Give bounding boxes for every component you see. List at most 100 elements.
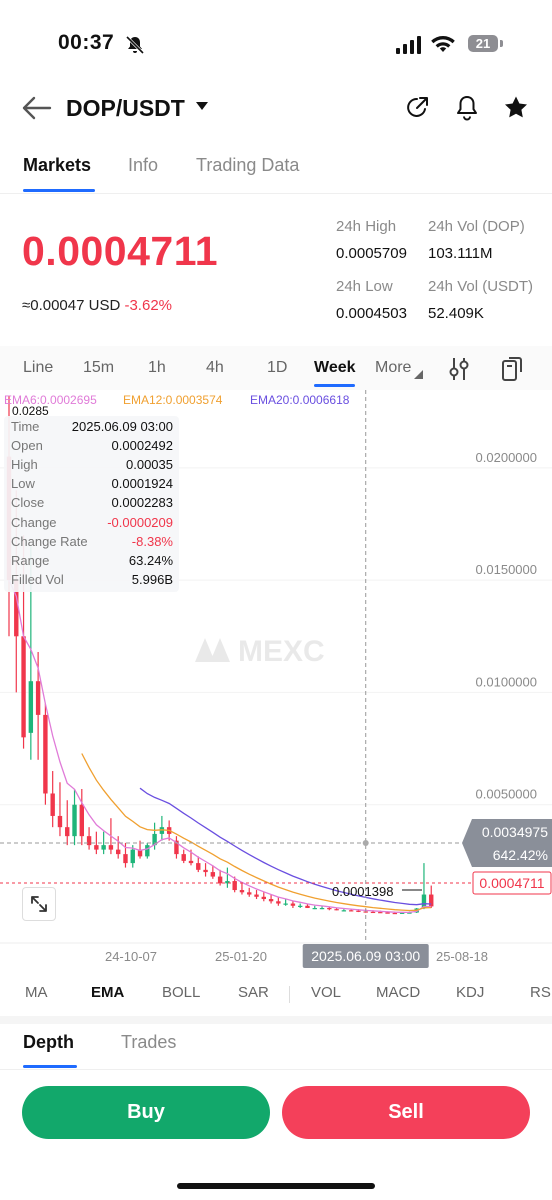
period-more[interactable]: More <box>375 359 412 376</box>
indicator-ema[interactable]: EMA <box>91 984 125 1001</box>
candle-body <box>101 845 106 850</box>
y-tick-label: 0.0100000 <box>476 674 537 689</box>
candle-body <box>334 909 339 911</box>
expand-icon <box>31 896 47 912</box>
candle-body <box>14 580 19 637</box>
candle-body <box>196 863 201 870</box>
candle-body <box>28 681 34 733</box>
home-indicator <box>177 1183 375 1189</box>
lower-tabs-divider <box>0 1069 552 1070</box>
indicator-vol[interactable]: VOL <box>311 984 342 1001</box>
buy-button[interactable]: Buy <box>22 1086 270 1139</box>
period-line[interactable]: Line <box>23 359 54 376</box>
candle <box>57 782 63 837</box>
candle-body <box>312 908 317 910</box>
bell-icon[interactable] <box>454 94 480 122</box>
candle <box>254 890 259 900</box>
candle-body <box>341 910 347 912</box>
candle-body <box>298 905 303 907</box>
candle-body <box>50 793 55 816</box>
candle-body <box>203 869 208 873</box>
candle <box>210 865 216 879</box>
candle <box>174 836 179 859</box>
chart-grid <box>0 467 552 944</box>
low-label: 24h Low <box>336 278 393 295</box>
last-price: 0.0004711 <box>22 228 219 274</box>
candle-body <box>268 899 274 902</box>
candle <box>341 909 347 912</box>
tab-markets[interactable]: Markets <box>23 155 92 175</box>
fullscreen-button[interactable] <box>22 887 56 921</box>
tab-trades[interactable]: Trades <box>121 1032 177 1052</box>
candle <box>50 771 55 828</box>
indicator-sar[interactable]: SAR <box>238 984 269 1001</box>
indicator-settings-icon[interactable] <box>448 356 470 382</box>
tab-trading-data[interactable]: Trading Data <box>196 155 300 175</box>
candle <box>225 867 230 888</box>
candle <box>101 831 106 855</box>
vol-base-label: 24h Vol (DOP) <box>428 218 525 235</box>
candle-body <box>385 912 390 914</box>
change-percent: -3.62% <box>124 297 172 314</box>
tab-depth[interactable]: Depth <box>23 1032 74 1052</box>
crosshair-dot <box>362 840 369 846</box>
candle <box>298 903 303 909</box>
tooltip-row-high: High 0.00035 <box>11 457 173 472</box>
candle-body <box>137 849 143 857</box>
back-arrow-icon[interactable] <box>20 95 52 121</box>
candle-body <box>159 827 165 834</box>
candle <box>290 901 296 909</box>
period-1d[interactable]: 1D <box>267 359 288 376</box>
candle-body <box>370 911 376 914</box>
favorite-star-icon[interactable] <box>503 95 529 120</box>
indicator-ma[interactable]: MA <box>25 984 48 1001</box>
candle-body <box>378 912 383 914</box>
usd-value: ≈0.00047 USD <box>22 297 121 314</box>
tab-info[interactable]: Info <box>128 155 159 175</box>
candle <box>159 815 165 841</box>
cellular-signal-icon <box>396 36 421 54</box>
candle <box>421 863 427 910</box>
candle <box>94 831 99 855</box>
ema6-legend: EMA6:0.0002695 <box>4 393 97 407</box>
candle <box>203 863 208 877</box>
candle-body <box>348 910 354 912</box>
candle-body <box>130 849 135 864</box>
landscape-toggle-icon[interactable] <box>500 356 524 382</box>
pair-title[interactable]: DOP/USDT <box>66 95 185 121</box>
candle-body <box>123 854 128 864</box>
indicator-boll[interactable]: BOLL <box>162 984 201 1001</box>
candle-body <box>421 894 427 909</box>
last-price-tag-text: 0.0004711 <box>479 875 544 891</box>
share-icon[interactable] <box>404 95 430 121</box>
candle-body <box>188 860 194 864</box>
candle <box>239 883 245 895</box>
indicator-rsi[interactable]: RS <box>530 984 551 1001</box>
vol-quote-label: 24h Vol (USDT) <box>428 278 534 295</box>
crosshair-price-tag <box>462 819 552 867</box>
candle <box>247 887 252 897</box>
candle-body <box>319 908 325 910</box>
candle-body <box>181 854 186 861</box>
ema-lines <box>8 579 432 914</box>
indicator-kdj[interactable]: KDJ <box>456 984 485 1001</box>
candle-body <box>145 845 150 857</box>
silent-mode-icon <box>125 35 145 55</box>
last-price-tag <box>472 871 552 895</box>
period-1h[interactable]: 1h <box>148 359 166 376</box>
candle <box>65 800 70 846</box>
period-active-underline <box>314 384 355 387</box>
wifi-icon <box>431 36 455 52</box>
candle <box>261 892 266 902</box>
candle-tooltip: Time 2025.06.09 03:00 Open 0.0002492 High 0… <box>4 416 179 592</box>
tooltip-row-change-rate: Change Rate -8.38% <box>11 534 173 549</box>
period-4h[interactable]: 4h <box>206 359 224 376</box>
period-15m[interactable]: 15m <box>83 359 115 376</box>
caret-down-icon[interactable] <box>195 101 209 111</box>
candle-body <box>72 804 77 837</box>
period-week[interactable]: Week <box>314 359 356 376</box>
tooltip-row-filled-vol: Filled Vol 5.996B <box>11 572 173 587</box>
sell-button[interactable]: Sell <box>282 1086 530 1139</box>
indicator-macd[interactable]: MACD <box>376 984 421 1001</box>
candle-body <box>429 894 434 907</box>
